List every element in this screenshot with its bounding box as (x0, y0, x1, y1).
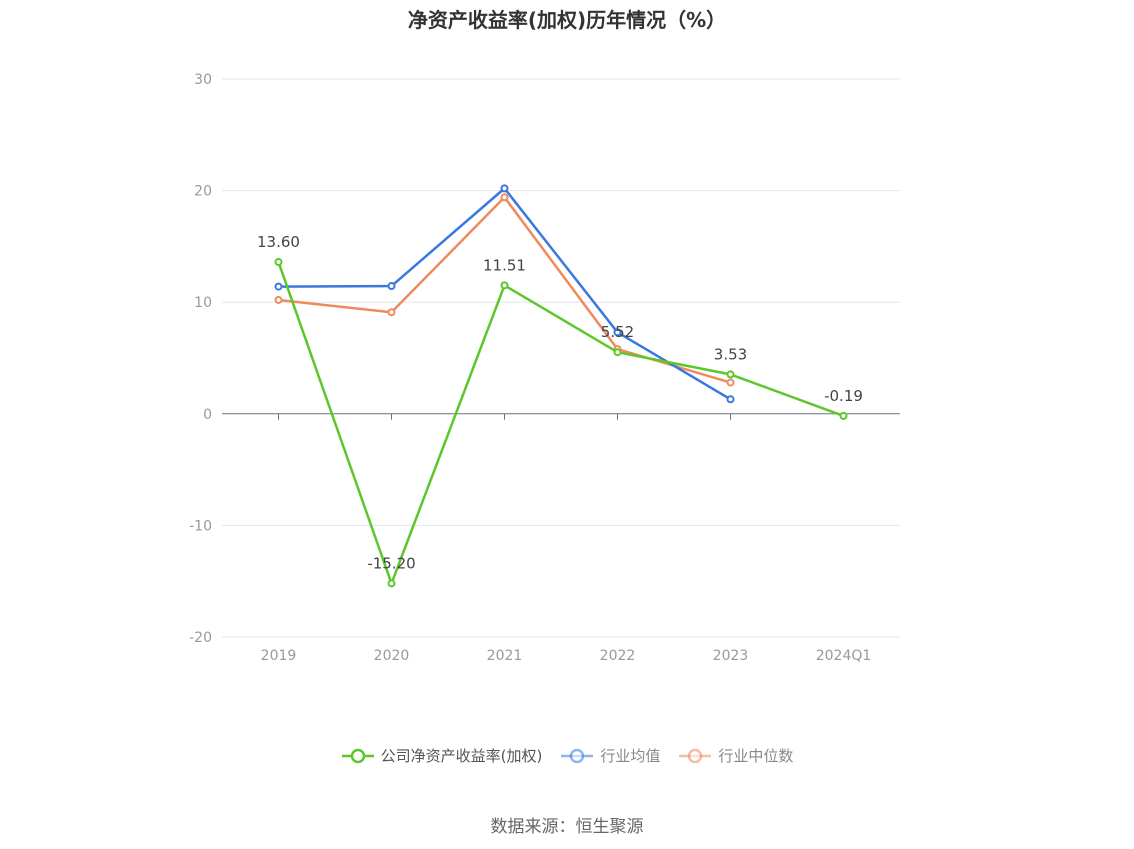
data-label: 11.51 (483, 256, 526, 274)
legend-swatch-marker (350, 748, 365, 763)
data-label: -15.20 (367, 554, 415, 572)
legend-swatch-marker (570, 748, 585, 763)
legend-swatch-marker (688, 748, 703, 763)
data-point (387, 308, 396, 317)
data-label: -0.19 (824, 387, 863, 405)
legend: 公司净资产收益率(加权) 行业均值 行业中位数 (0, 745, 1134, 766)
x-tick-label: 2024Q1 (816, 648, 872, 664)
y-tick-label: 10 (194, 295, 212, 311)
x-tick-label: 2020 (374, 648, 410, 664)
data-labels: 13.60 -15.20 11.51 5.52 3.53 -0.19 (257, 233, 863, 572)
series-line (278, 196, 731, 384)
x-tick-label: 2021 (487, 648, 523, 664)
legend-item[interactable]: 行业均值 (560, 745, 660, 766)
data-point (387, 282, 396, 291)
series-line (277, 261, 844, 585)
data-point (613, 328, 622, 337)
y-tick-label: 0 (203, 407, 212, 423)
data-label: 5.52 (601, 323, 634, 341)
data-point (839, 411, 848, 420)
data-point (613, 348, 622, 357)
legend-swatch (341, 748, 374, 763)
chart-title: 净资产收益率(加权)历年情况（%） (407, 8, 727, 32)
grid-lines (222, 78, 900, 638)
legend-item[interactable]: 行业中位数 (678, 745, 793, 766)
series-line (278, 187, 732, 401)
data-point (274, 282, 283, 291)
line-chart: -20 -10 0 10 20 30 2019 2020 2021 2022 2023 2024Q1… (189, 72, 900, 664)
data-source: 数据来源：恒生聚源 (490, 817, 644, 837)
data-point (274, 258, 283, 267)
data-label: 13.60 (257, 233, 300, 251)
legend-item[interactable]: 公司净资产收益率(加权) (341, 745, 543, 766)
series-lines (274, 184, 848, 588)
legend-label: 行业中位数 (718, 747, 794, 765)
data-point (500, 281, 509, 290)
data-point (726, 370, 735, 379)
x-axis: 2019 2020 2021 2022 2023 2024Q1 (222, 413, 900, 664)
data-point (274, 295, 283, 304)
data-point (500, 193, 509, 202)
legend-label: 公司净资产收益率(加权) (380, 747, 543, 765)
x-tick-label: 2022 (600, 648, 636, 664)
legend-swatch (679, 748, 712, 763)
x-tick-label: 2019 (261, 648, 297, 664)
data-point (387, 579, 396, 588)
y-axis: -20 -10 0 10 20 30 (189, 72, 212, 646)
x-tick-label: 2023 (713, 648, 749, 664)
data-point (500, 184, 509, 193)
legend-swatch (561, 748, 594, 763)
data-point (726, 395, 735, 404)
data-label: 3.53 (714, 345, 747, 363)
legend-label: 行业均值 (600, 747, 661, 765)
y-tick-label: -10 (189, 518, 212, 534)
y-tick-label: -20 (189, 630, 212, 646)
data-point (726, 378, 735, 387)
y-tick-label: 20 (194, 184, 212, 200)
y-tick-label: 30 (194, 72, 212, 88)
